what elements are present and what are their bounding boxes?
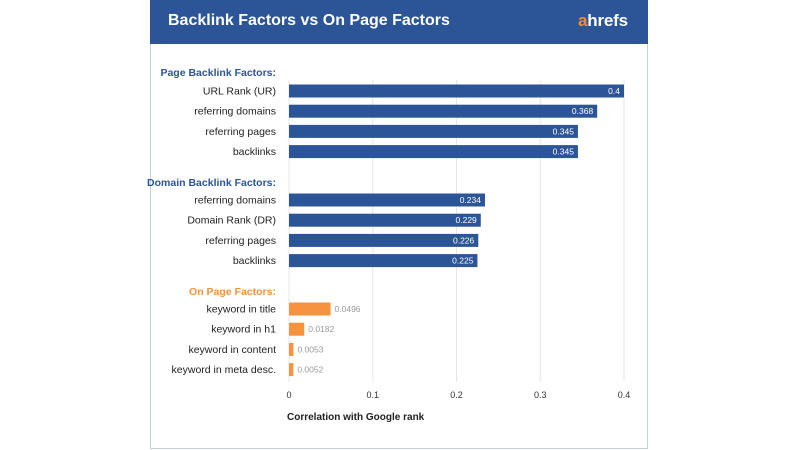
category-label: backlinks <box>233 255 276 267</box>
x-tick-label: 0.3 <box>534 390 547 400</box>
category-label: Domain Rank (DR) <box>187 215 276 227</box>
chart-header <box>150 0 648 44</box>
category-label: URL Rank (UR) <box>203 86 276 98</box>
bar <box>289 302 331 316</box>
data-label: 0.234 <box>460 195 482 205</box>
data-label: 0.0182 <box>308 324 334 334</box>
category-label: keyword in content <box>188 344 276 356</box>
category-label: backlinks <box>233 146 276 158</box>
bar <box>289 213 481 227</box>
data-label: 0.229 <box>456 215 478 225</box>
bar <box>289 84 624 98</box>
group-header: Page Backlink Factors: <box>160 67 276 79</box>
data-label: 0.226 <box>453 235 475 245</box>
data-label: 0.0496 <box>335 304 361 314</box>
category-label: referring pages <box>205 126 276 138</box>
logo-accent: a <box>578 11 588 30</box>
bar <box>289 322 305 336</box>
data-label: 0.345 <box>553 126 575 136</box>
x-tick-label: 0.4 <box>618 390 631 400</box>
bar <box>289 363 294 377</box>
category-label: referring pages <box>205 235 276 247</box>
x-tick-label: 0 <box>286 390 291 400</box>
bar <box>289 193 485 207</box>
x-axis-title: Correlation with Google rank <box>287 412 425 423</box>
data-label: 0.345 <box>553 147 575 157</box>
data-label: 0.4 <box>608 86 620 96</box>
bar <box>289 342 294 356</box>
x-tick-label: 0.1 <box>366 390 379 400</box>
data-label: 0.225 <box>452 256 474 266</box>
bar <box>289 104 598 118</box>
logo-rest: hrefs <box>587 11 628 30</box>
bar <box>289 124 578 138</box>
x-tick-label: 0.2 <box>450 390 463 400</box>
data-label: 0.0052 <box>297 365 323 375</box>
group-header: Domain Backlink Factors: <box>147 177 276 189</box>
group-header: On Page Factors: <box>189 286 276 298</box>
category-label: referring domains <box>194 106 276 118</box>
bar <box>289 254 478 268</box>
bar <box>289 145 578 159</box>
bar <box>289 233 479 247</box>
ahrefs-logo: ahrefs <box>578 11 628 31</box>
category-label: keyword in title <box>207 304 277 316</box>
category-label: keyword in meta desc. <box>172 364 276 376</box>
category-label: referring domains <box>194 195 276 207</box>
data-label: 0.368 <box>572 106 594 116</box>
chart-title: Backlink Factors vs On Page Factors <box>168 12 450 29</box>
data-label: 0.0053 <box>297 344 323 354</box>
category-label: keyword in h1 <box>211 324 276 336</box>
